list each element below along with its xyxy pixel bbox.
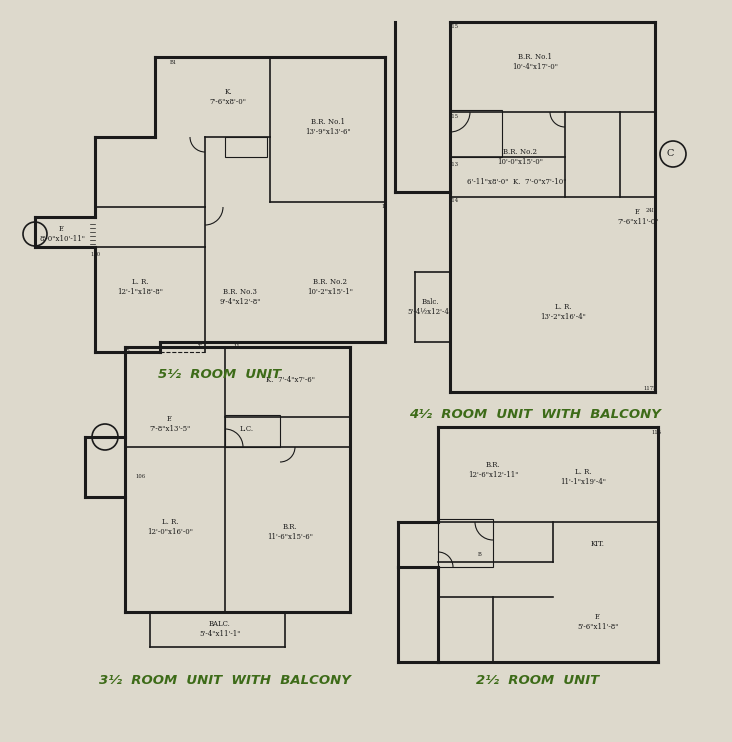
Text: B.R. No.2
10'-0"x15'-0": B.R. No.2 10'-0"x15'-0" xyxy=(497,148,543,166)
Text: B: B xyxy=(478,551,482,556)
Text: 114: 114 xyxy=(448,197,458,203)
Text: 117L: 117L xyxy=(643,386,657,390)
Text: L.C.: L.C. xyxy=(240,425,254,433)
Text: L. R.
12'-0"x16'-0": L. R. 12'-0"x16'-0" xyxy=(147,518,193,536)
Text: 1: 1 xyxy=(381,205,385,209)
Text: 110: 110 xyxy=(90,252,100,257)
Bar xyxy=(225,415,280,447)
Bar xyxy=(225,137,267,157)
Text: F.
7'-6"x11'-0": F. 7'-6"x11'-0" xyxy=(617,208,659,226)
Text: C: C xyxy=(666,149,673,159)
Text: F.
7'-8"x13'-5": F. 7'-8"x13'-5" xyxy=(149,415,191,433)
Text: L. R.
12'-1"x18'-8": L. R. 12'-1"x18'-8" xyxy=(117,278,163,296)
Text: F.
8'-0"x10'-11": F. 8'-0"x10'-11" xyxy=(39,225,85,243)
Text: L. R.
11'-1"x19'-4": L. R. 11'-1"x19'-4" xyxy=(560,467,606,486)
Text: KIT.: KIT. xyxy=(591,540,605,548)
Text: 115: 115 xyxy=(448,114,458,119)
Text: B.R. No.2
10'-2"x15'-1": B.R. No.2 10'-2"x15'-1" xyxy=(307,278,353,296)
Text: B.R.
12'-6"x12'-11": B.R. 12'-6"x12'-11" xyxy=(468,461,518,479)
Text: 115: 115 xyxy=(651,430,661,435)
Text: T: T xyxy=(198,344,202,349)
Text: 106: 106 xyxy=(135,473,145,479)
Text: 6'-11"x8'-0"  K.  7'-0"x7'-10": 6'-11"x8'-0" K. 7'-0"x7'-10" xyxy=(467,178,567,186)
Text: 24ll: 24ll xyxy=(646,208,656,212)
Text: L. R.
13'-2"x16'-4": L. R. 13'-2"x16'-4" xyxy=(540,303,586,321)
Text: 75: 75 xyxy=(124,349,130,353)
Text: 115: 115 xyxy=(448,24,458,30)
Text: K.  7'-4"x7'-6": K. 7'-4"x7'-6" xyxy=(266,376,315,384)
Text: B1: B1 xyxy=(169,61,176,65)
Text: B.R. No.3
9'-4"x12'-8": B.R. No.3 9'-4"x12'-8" xyxy=(220,288,261,306)
Text: K.
7'-6"x8'-0": K. 7'-6"x8'-0" xyxy=(209,88,247,106)
Text: B.R. No.1
10'-4"x17'-0": B.R. No.1 10'-4"x17'-0" xyxy=(512,53,558,71)
Bar xyxy=(438,519,493,567)
Text: 5½  ROOM  UNIT: 5½ ROOM UNIT xyxy=(158,367,282,381)
Text: B.R.
11'-6"x15'-6": B.R. 11'-6"x15'-6" xyxy=(267,523,313,541)
Text: BALC.
5'-4"x11'-1": BALC. 5'-4"x11'-1" xyxy=(199,620,241,638)
Text: Balc.
5'-4½x12'-4": Balc. 5'-4½x12'-4" xyxy=(408,298,452,316)
Text: 11: 11 xyxy=(234,344,240,349)
Text: 3½  ROOM  UNIT  WITH  BALCONY: 3½ ROOM UNIT WITH BALCONY xyxy=(99,674,351,686)
Text: 113: 113 xyxy=(448,162,458,166)
Text: 4½  ROOM  UNIT  WITH  BALCONY: 4½ ROOM UNIT WITH BALCONY xyxy=(409,407,661,421)
Text: 2½  ROOM  UNIT: 2½ ROOM UNIT xyxy=(477,674,600,686)
Text: F.
5'-6"x11'-8": F. 5'-6"x11'-8" xyxy=(578,613,619,631)
Bar xyxy=(450,110,502,157)
Text: B.R. No.1
13'-9"x13'-6": B.R. No.1 13'-9"x13'-6" xyxy=(305,118,351,137)
